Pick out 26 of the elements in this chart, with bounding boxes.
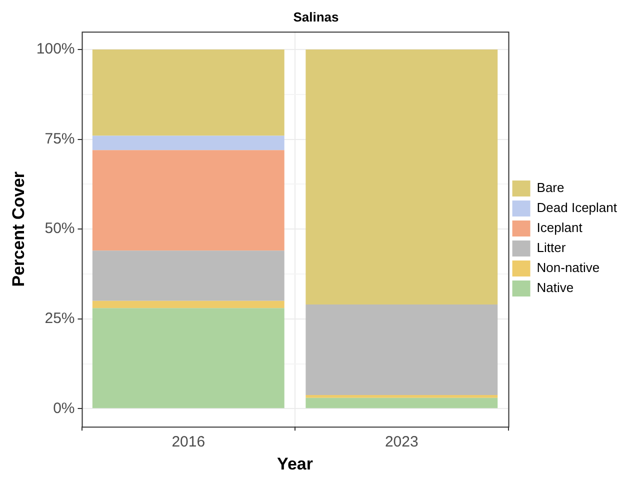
legend-label: Non-native [536, 260, 600, 276]
chart-title: Salinas [293, 9, 339, 24]
x-axis-title: Year [277, 454, 314, 474]
x-tick-label: 2016 [172, 434, 206, 451]
bar [92, 136, 284, 150]
y-tick-label: 25% [44, 310, 75, 328]
y-tick-label: 0% [53, 400, 75, 417]
legend-label: Iceplant [536, 220, 583, 236]
legend-label: Native [536, 280, 574, 296]
y-tick-label: 75% [44, 130, 75, 148]
legend-label: Litter [536, 240, 566, 256]
bar [306, 50, 498, 305]
bar [92, 150, 284, 251]
y-tick-label: 100% [36, 40, 75, 58]
y-axis-title: Percent Cover [8, 171, 28, 287]
bar [92, 50, 284, 136]
y-tick-label: 50% [44, 220, 75, 238]
bar [306, 304, 498, 395]
bar [306, 395, 498, 398]
legend-label: Dead Iceplant [536, 200, 618, 216]
x-tick-label: 2023 [384, 434, 418, 451]
bar [92, 308, 284, 408]
bar [92, 300, 284, 308]
legend-label: Bare [536, 180, 564, 196]
bar [92, 250, 284, 301]
bar [306, 398, 498, 408]
